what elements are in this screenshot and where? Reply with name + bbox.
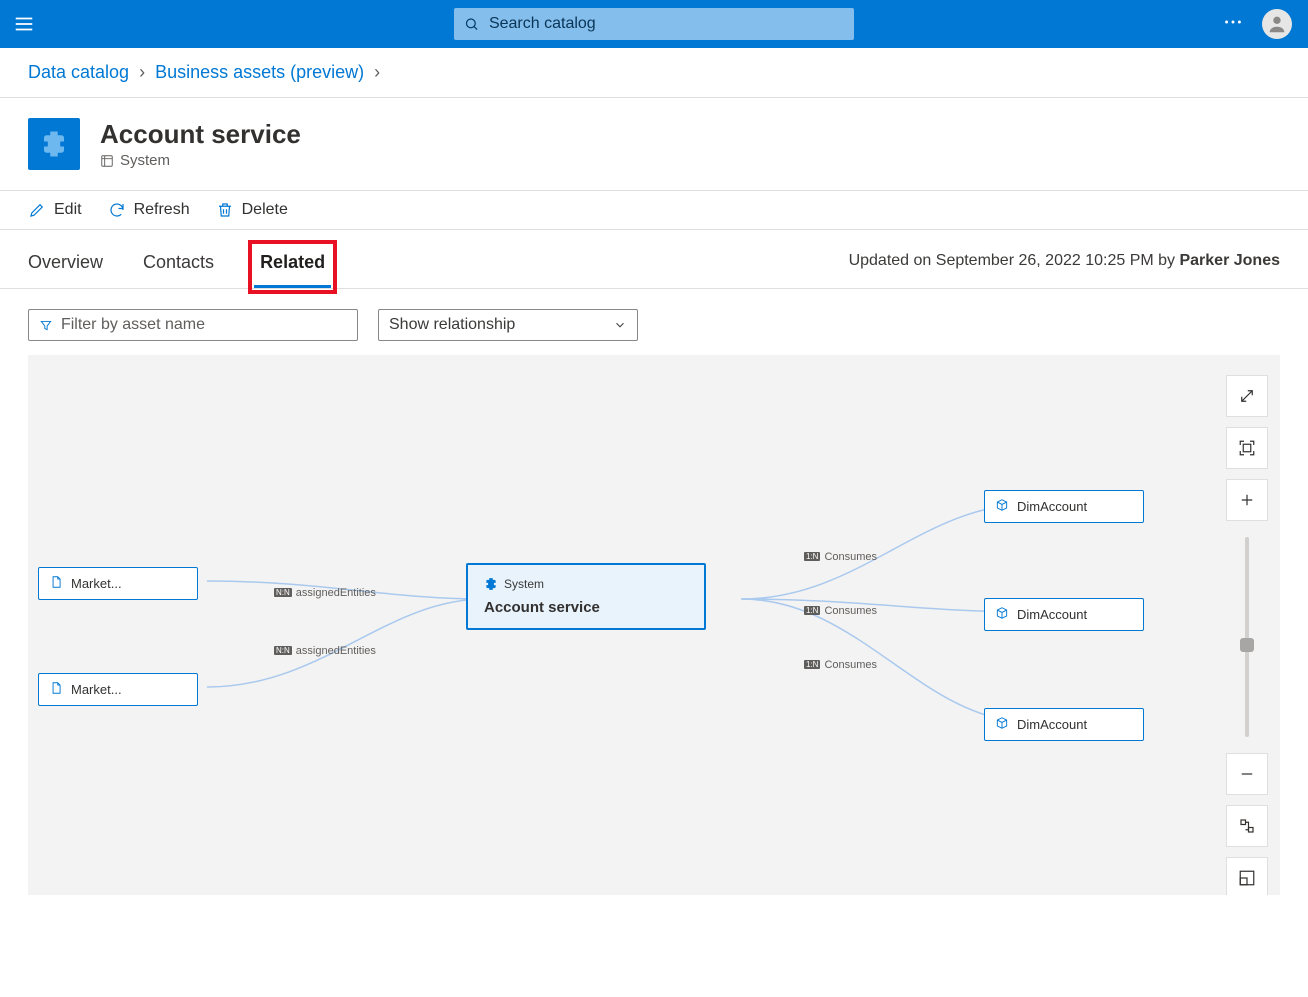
edge-label: N:NassignedEntities — [274, 645, 376, 657]
refresh-icon — [108, 201, 126, 219]
zoom-slider[interactable] — [1245, 537, 1249, 737]
search-input[interactable] — [489, 15, 844, 33]
search-box[interactable] — [454, 8, 854, 40]
file-icon — [49, 575, 63, 592]
minimap-button[interactable] — [1226, 857, 1268, 895]
expand-icon — [1238, 387, 1256, 405]
minimap-icon — [1238, 869, 1256, 887]
refresh-button[interactable]: Refresh — [108, 201, 190, 219]
cube-icon — [995, 606, 1009, 623]
zoom-in-button[interactable] — [1226, 479, 1268, 521]
related-node[interactable]: DimAccount — [984, 490, 1144, 523]
more-button[interactable] — [1222, 11, 1244, 38]
plus-icon — [1238, 491, 1256, 509]
user-avatar[interactable] — [1262, 9, 1292, 39]
delete-icon — [216, 201, 234, 219]
tab-overview[interactable]: Overview — [28, 246, 103, 288]
chevron-right-icon: › — [374, 62, 380, 83]
zoom-thumb[interactable] — [1240, 638, 1254, 652]
fit-icon — [1238, 439, 1256, 457]
layout-button[interactable] — [1226, 805, 1268, 847]
asset-type-label: System — [120, 152, 170, 169]
filter-icon — [39, 318, 53, 333]
cube-icon — [995, 716, 1009, 733]
center-type-label: System — [504, 577, 544, 591]
tab-contacts[interactable]: Contacts — [143, 246, 214, 288]
zoom-out-button[interactable] — [1226, 753, 1268, 795]
filter-input-wrap[interactable] — [28, 309, 358, 341]
edit-button[interactable]: Edit — [28, 201, 82, 219]
node-label: DimAccount — [1017, 717, 1087, 732]
edit-label: Edit — [54, 201, 82, 219]
related-node[interactable]: DimAccount — [984, 598, 1144, 631]
file-icon — [49, 681, 63, 698]
node-label: Market... — [71, 682, 122, 697]
ellipsis-icon — [1222, 11, 1244, 33]
center-node[interactable]: System Account service — [466, 563, 706, 630]
layout-icon — [1238, 817, 1256, 835]
hamburger-icon — [13, 13, 35, 35]
tab-row: Overview Contacts Related Updated on Sep… — [0, 230, 1308, 289]
related-node[interactable]: Market... — [38, 567, 198, 600]
related-node[interactable]: Market... — [38, 673, 198, 706]
tab-related[interactable]: Related — [254, 246, 331, 288]
relationship-dropdown[interactable]: Show relationship — [378, 309, 638, 341]
delete-button[interactable]: Delete — [216, 201, 288, 219]
edge-label: 1:NConsumes — [804, 605, 877, 617]
edge-label: 1:NConsumes — [804, 659, 877, 671]
edge-label: 1:NConsumes — [804, 551, 877, 563]
edit-icon — [28, 201, 46, 219]
system-icon — [100, 154, 114, 168]
breadcrumb-item[interactable]: Data catalog — [28, 62, 129, 83]
asset-type-icon — [28, 118, 80, 170]
fit-button[interactable] — [1226, 427, 1268, 469]
chevron-right-icon: › — [139, 62, 145, 83]
minus-icon — [1238, 765, 1256, 783]
chevron-down-icon — [613, 318, 627, 332]
refresh-label: Refresh — [134, 201, 190, 219]
breadcrumb: Data catalog › Business assets (preview)… — [0, 48, 1308, 98]
filter-input[interactable] — [61, 316, 347, 334]
node-label: DimAccount — [1017, 607, 1087, 622]
canvas-controls — [1226, 375, 1268, 895]
node-label: DimAccount — [1017, 499, 1087, 514]
center-title: Account service — [484, 599, 688, 616]
puzzle-icon — [484, 577, 498, 591]
search-icon — [464, 16, 479, 32]
fullscreen-button[interactable] — [1226, 375, 1268, 417]
relationship-canvas[interactable]: Market... Market... System Account servi… — [28, 355, 1280, 895]
menu-button[interactable] — [0, 13, 48, 35]
edge-label: N:NassignedEntities — [274, 587, 376, 599]
command-bar: Edit Refresh Delete — [0, 190, 1308, 230]
breadcrumb-item[interactable]: Business assets (preview) — [155, 62, 364, 83]
node-label: Market... — [71, 576, 122, 591]
dropdown-label: Show relationship — [389, 316, 515, 334]
related-node[interactable]: DimAccount — [984, 708, 1144, 741]
page-header: Account service System — [0, 98, 1308, 190]
person-icon — [1266, 13, 1288, 35]
delete-label: Delete — [242, 201, 288, 219]
page-title: Account service — [100, 119, 301, 150]
top-bar — [0, 0, 1308, 48]
cube-icon — [995, 498, 1009, 515]
filter-row: Show relationship — [0, 289, 1308, 355]
updated-label: Updated on September 26, 2022 10:25 PM b… — [849, 252, 1280, 282]
